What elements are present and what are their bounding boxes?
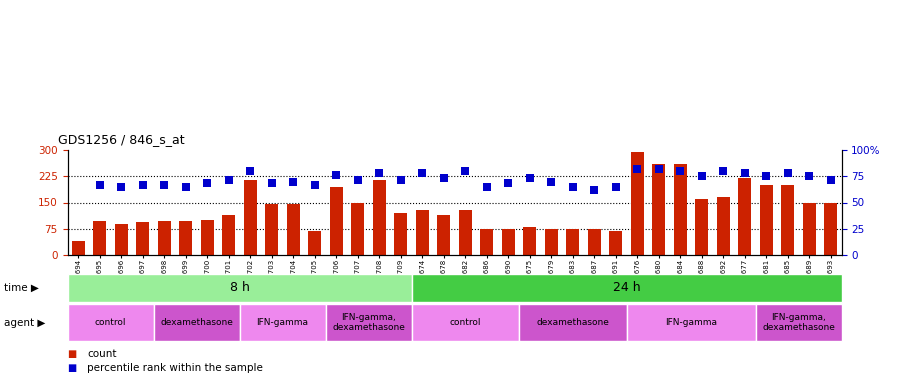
- Bar: [287, 204, 300, 255]
- Bar: [459, 210, 472, 255]
- Bar: [416, 210, 428, 255]
- Point: [351, 177, 365, 183]
- Bar: [329, 187, 343, 255]
- Text: dexamethasone: dexamethasone: [160, 318, 233, 327]
- Point: [716, 168, 731, 174]
- Point: [652, 166, 666, 172]
- Point: [436, 175, 451, 181]
- Bar: [588, 229, 600, 255]
- Text: time ▶: time ▶: [4, 283, 40, 293]
- Bar: [626, 304, 755, 341]
- Bar: [411, 304, 519, 341]
- Point: [630, 166, 644, 172]
- Text: GDS1256 / 846_s_at: GDS1256 / 846_s_at: [58, 133, 185, 146]
- Text: dexamethasone: dexamethasone: [536, 318, 609, 327]
- Bar: [373, 180, 386, 255]
- Bar: [394, 213, 407, 255]
- Bar: [544, 229, 558, 255]
- Bar: [716, 197, 730, 255]
- Bar: [244, 180, 256, 255]
- Point: [372, 170, 386, 176]
- Bar: [437, 215, 450, 255]
- Point: [200, 180, 214, 186]
- Point: [544, 178, 558, 184]
- Bar: [781, 185, 794, 255]
- Point: [415, 170, 429, 176]
- Bar: [652, 164, 665, 255]
- Text: count: count: [87, 350, 117, 359]
- Bar: [68, 304, 154, 341]
- Bar: [502, 229, 515, 255]
- Text: ■: ■: [68, 363, 76, 373]
- Bar: [566, 229, 580, 255]
- Bar: [481, 229, 493, 255]
- Bar: [158, 221, 171, 255]
- Text: 24 h: 24 h: [613, 281, 640, 294]
- Bar: [760, 185, 773, 255]
- Point: [780, 170, 795, 176]
- Bar: [115, 224, 128, 255]
- Point: [673, 168, 688, 174]
- Point: [802, 173, 816, 179]
- Point: [587, 187, 601, 193]
- Point: [501, 180, 516, 186]
- Text: agent ▶: agent ▶: [4, 318, 46, 327]
- Text: control: control: [449, 318, 481, 327]
- Bar: [609, 231, 622, 255]
- Point: [759, 173, 773, 179]
- Text: IFN-gamma,
dexamethasone: IFN-gamma, dexamethasone: [762, 313, 835, 332]
- Bar: [738, 178, 752, 255]
- Point: [393, 177, 408, 183]
- Point: [221, 177, 236, 183]
- Bar: [824, 203, 837, 255]
- Point: [695, 173, 709, 179]
- Point: [738, 170, 752, 176]
- Bar: [411, 274, 842, 302]
- Bar: [201, 220, 213, 255]
- Point: [608, 184, 623, 190]
- Bar: [674, 164, 687, 255]
- Bar: [803, 202, 815, 255]
- Text: control: control: [94, 318, 126, 327]
- Bar: [755, 304, 842, 341]
- Point: [308, 182, 322, 188]
- Point: [286, 178, 301, 184]
- Point: [480, 184, 494, 190]
- Point: [824, 177, 838, 183]
- Bar: [696, 199, 708, 255]
- Bar: [154, 304, 239, 341]
- Point: [565, 184, 580, 190]
- Point: [265, 180, 279, 186]
- Text: ■: ■: [68, 350, 76, 359]
- Bar: [631, 152, 644, 255]
- Point: [458, 168, 473, 174]
- Point: [157, 182, 171, 188]
- Point: [523, 175, 537, 181]
- Point: [178, 184, 193, 190]
- Point: [243, 168, 257, 174]
- Bar: [72, 241, 85, 255]
- Text: IFN-gamma,
dexamethasone: IFN-gamma, dexamethasone: [332, 313, 405, 332]
- Bar: [179, 221, 193, 255]
- Text: IFN-gamma: IFN-gamma: [665, 318, 717, 327]
- Bar: [309, 231, 321, 255]
- Text: IFN-gamma: IFN-gamma: [256, 318, 309, 327]
- Point: [329, 171, 344, 177]
- Point: [93, 182, 107, 188]
- Point: [136, 182, 150, 188]
- Bar: [239, 304, 326, 341]
- Text: 8 h: 8 h: [230, 281, 249, 294]
- Text: percentile rank within the sample: percentile rank within the sample: [87, 363, 263, 373]
- Bar: [94, 221, 106, 255]
- Bar: [222, 215, 235, 255]
- Bar: [523, 227, 536, 255]
- Bar: [68, 274, 411, 302]
- Point: [114, 184, 129, 190]
- Bar: [136, 222, 149, 255]
- Bar: [266, 204, 278, 255]
- Bar: [519, 304, 626, 341]
- Bar: [351, 202, 364, 255]
- Bar: [326, 304, 411, 341]
